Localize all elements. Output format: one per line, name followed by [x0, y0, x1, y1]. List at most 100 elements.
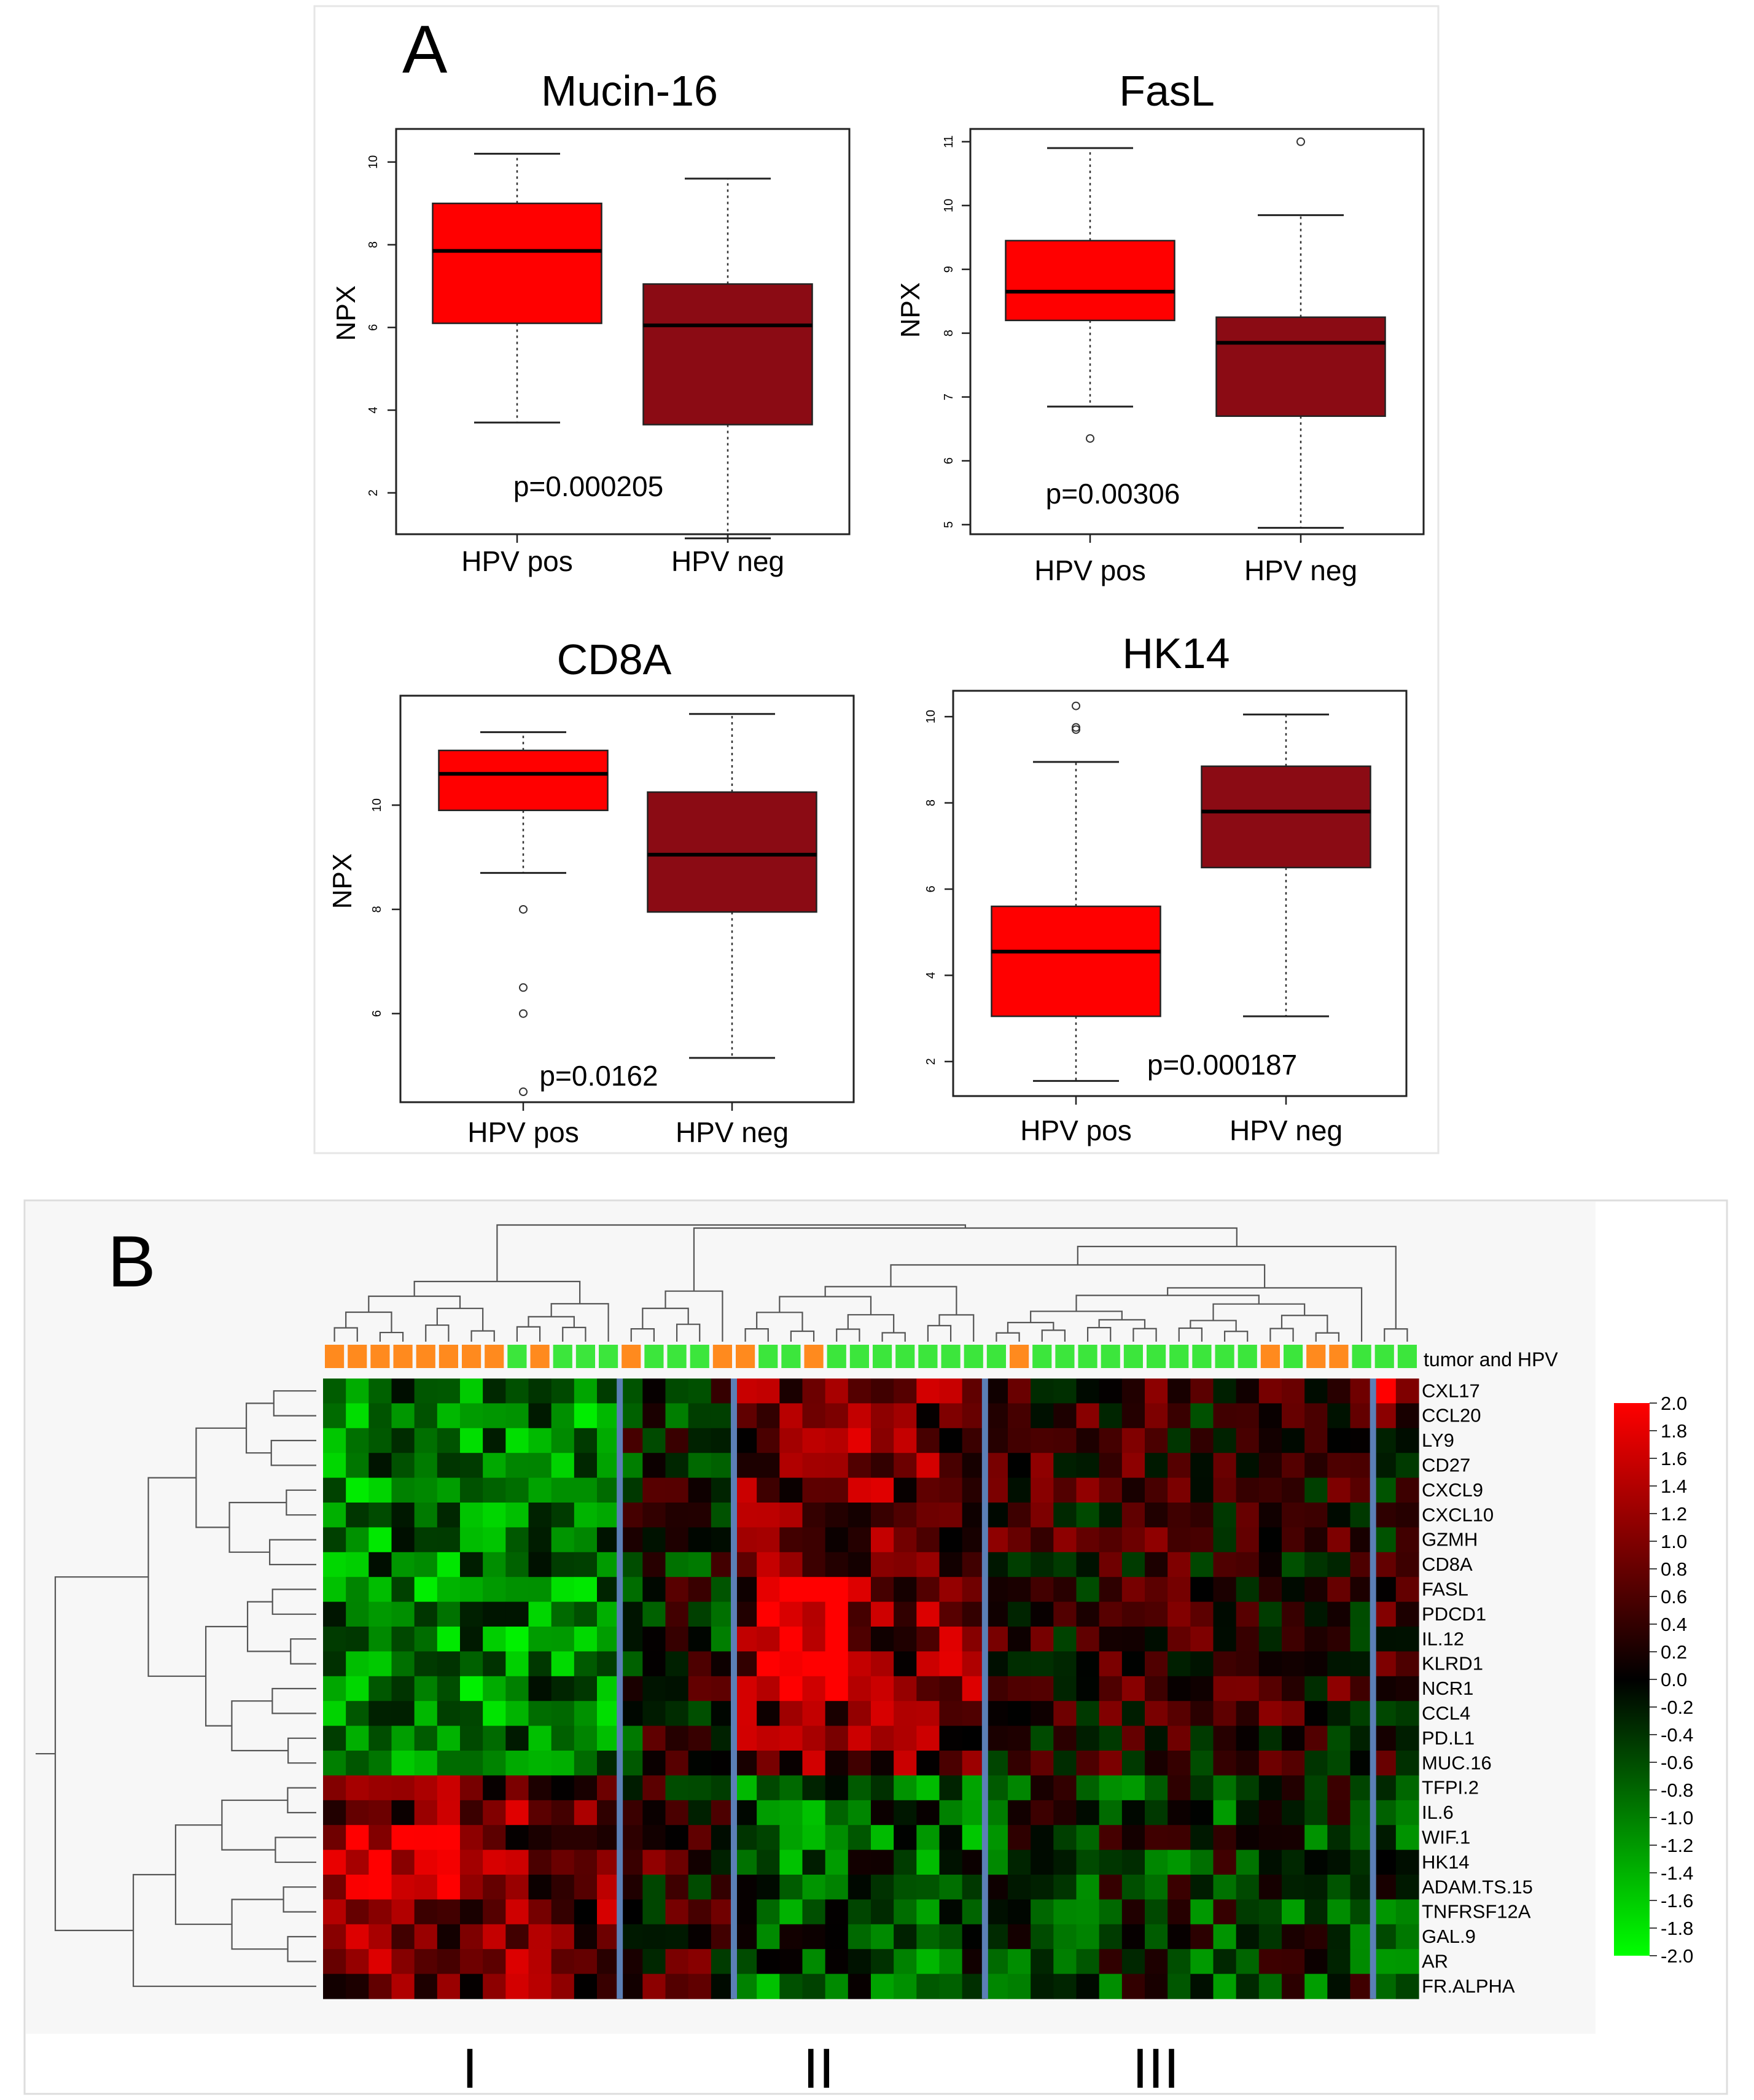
- heatmap-cell: [1373, 1949, 1397, 1975]
- heatmap-cell: [483, 1725, 506, 1751]
- heatmap-cell: [460, 1924, 483, 1950]
- heatmap-cell: [346, 1775, 369, 1801]
- heatmap-cell: [711, 1725, 735, 1751]
- heatmap-cell: [1373, 1974, 1397, 1999]
- column-annotation-cell: [827, 1345, 846, 1368]
- heatmap-cell: [734, 1849, 757, 1875]
- heatmap-cell: [894, 1676, 917, 1701]
- heatmap-cell: [734, 1577, 757, 1603]
- x-category-label: HPV neg: [671, 545, 784, 577]
- heatmap-cell: [848, 1899, 871, 1925]
- y-tick-label: 6: [942, 457, 956, 464]
- heatmap-cell: [665, 1552, 689, 1577]
- heatmap-cell: [1099, 1453, 1123, 1479]
- heatmap-cell: [1395, 1875, 1419, 1900]
- heatmap-cell: [368, 1552, 392, 1577]
- heatmap-cell: [391, 1800, 415, 1826]
- heatmap-cell: [620, 1924, 643, 1950]
- heatmap-cell: [1121, 1453, 1145, 1479]
- heatmap-cell: [1145, 1949, 1168, 1975]
- heatmap-cell: [1167, 1503, 1191, 1528]
- heatmap-cell: [1190, 1651, 1214, 1677]
- heatmap-cell: [688, 1949, 712, 1975]
- heatmap-cell: [894, 1800, 917, 1826]
- heatmap-cell: [848, 1527, 871, 1553]
- colorbar-tick-label: 1.6: [1661, 1448, 1687, 1469]
- heatmap-cell: [711, 1453, 735, 1479]
- heatmap-cell: [802, 1974, 826, 1999]
- heatmap-cell: [528, 1676, 552, 1701]
- heatmap-cell: [688, 1601, 712, 1627]
- heatmap-cell: [642, 1453, 666, 1479]
- heatmap-cell: [825, 1849, 849, 1875]
- heatmap-cell: [688, 1875, 712, 1900]
- heatmap-cell: [414, 1403, 438, 1429]
- heatmap-cell: [597, 1477, 620, 1503]
- heatmap-cell: [757, 1379, 780, 1404]
- heatmap-cell: [871, 1725, 894, 1751]
- heatmap-cell: [642, 1601, 666, 1627]
- heatmap-cell: [825, 1949, 849, 1975]
- heatmap-cell: [1350, 1924, 1374, 1950]
- heatmap-cell: [1031, 1924, 1054, 1950]
- heatmap-cell: [1053, 1800, 1077, 1826]
- heatmap-cell: [825, 1899, 849, 1925]
- x-category-label: HPV pos: [1020, 1114, 1132, 1146]
- heatmap-cell: [711, 1751, 735, 1776]
- heatmap-cell: [483, 1825, 506, 1851]
- column-annotation-cell: [1374, 1345, 1394, 1368]
- heatmap-cell: [1031, 1899, 1054, 1925]
- heatmap-cell: [346, 1849, 369, 1875]
- heatmap-cell: [528, 1552, 552, 1577]
- heatmap-cell: [871, 1428, 894, 1453]
- heatmap-cell: [323, 1800, 346, 1826]
- y-tick-label: 10: [942, 199, 956, 212]
- heatmap-cell: [642, 1527, 666, 1553]
- column-annotation-cell: [736, 1345, 755, 1368]
- heatmap-cell: [1053, 1627, 1077, 1652]
- heatmap-cell: [620, 1974, 643, 1999]
- heatmap-cell: [871, 1403, 894, 1429]
- heatmap-cell: [460, 1379, 483, 1404]
- column-annotation-cell: [485, 1345, 504, 1368]
- heatmap-cell: [346, 1477, 369, 1503]
- dendrogram-link: [287, 1737, 316, 1764]
- heatmap-cell: [916, 1503, 940, 1528]
- heatmap-cell: [551, 1527, 575, 1553]
- colorbar: [1614, 1403, 1650, 1956]
- heatmap-cell: [368, 1974, 392, 1999]
- heatmap-cell: [460, 1503, 483, 1528]
- heatmap-cell: [1031, 1775, 1054, 1801]
- heatmap-cell: [323, 1651, 346, 1677]
- heatmap-cell: [642, 1552, 666, 1577]
- heatmap-cell: [1076, 1725, 1100, 1751]
- heatmap-cell: [1350, 1477, 1374, 1503]
- column-annotation-cell: [1169, 1345, 1189, 1368]
- heatmap-cell: [323, 1627, 346, 1652]
- heatmap-cell: [323, 1552, 346, 1577]
- heatmap-cell: [1008, 1751, 1031, 1776]
- dendrogram-link: [283, 1886, 316, 1913]
- heatmap-cell: [460, 1676, 483, 1701]
- heatmap-cell: [1121, 1701, 1145, 1727]
- heatmap-cell: [528, 1775, 552, 1801]
- heatmap-cell: [620, 1949, 643, 1975]
- colorbar-tick-label: -0.8: [1661, 1779, 1693, 1801]
- heatmap-cell: [939, 1503, 963, 1528]
- row-label: IL.12: [1422, 1628, 1464, 1649]
- heatmap-cell: [1167, 1974, 1191, 1999]
- heatmap-cell: [757, 1477, 780, 1503]
- y-tick-label: 6: [370, 1010, 384, 1017]
- heatmap-cell: [1213, 1428, 1237, 1453]
- heatmap-cell: [779, 1775, 803, 1801]
- column-annotation-cell: [438, 1345, 458, 1368]
- heatmap-cell: [597, 1949, 620, 1975]
- heatmap-cell: [437, 1676, 461, 1701]
- panel-a-frame: [313, 5, 1440, 1154]
- heatmap-cell: [460, 1875, 483, 1900]
- heatmap-cell: [825, 1751, 849, 1776]
- dendrogram-link: [1178, 1327, 1203, 1342]
- column-annotation-cell: [1101, 1345, 1120, 1368]
- heatmap-cell: [1121, 1477, 1145, 1503]
- heatmap-cell: [939, 1379, 963, 1404]
